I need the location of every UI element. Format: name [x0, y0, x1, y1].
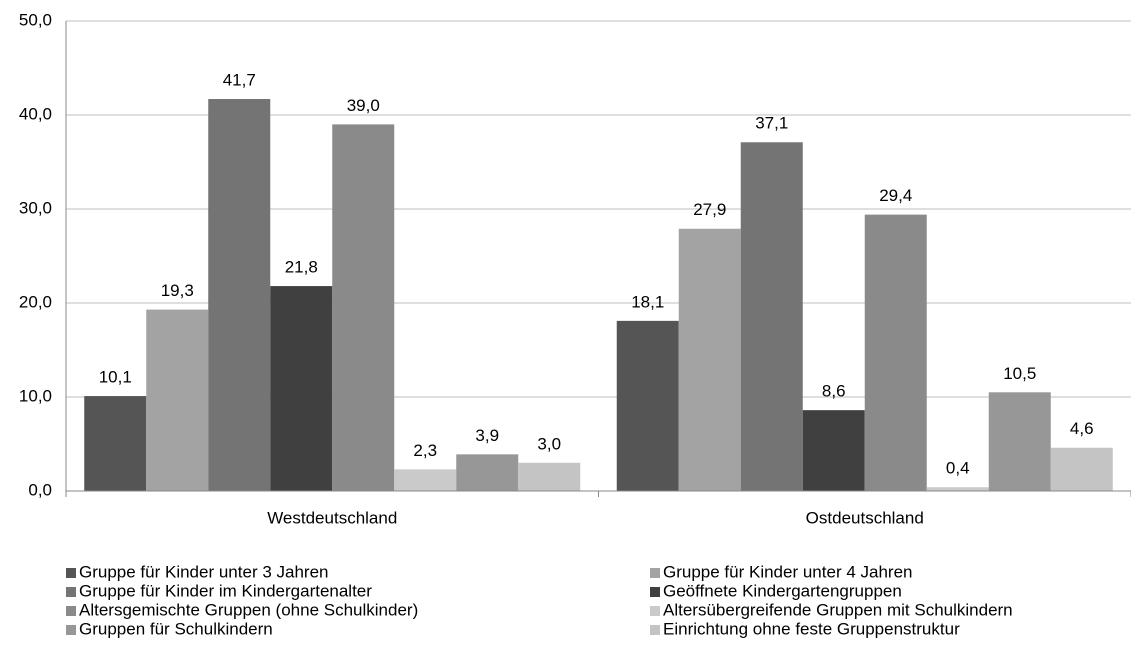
y-tick-label: 10,0 — [19, 386, 52, 405]
bar — [518, 462, 581, 491]
legend-swatch — [66, 587, 76, 597]
bar — [616, 320, 679, 491]
data-label: 18,1 — [631, 292, 664, 311]
bar — [678, 228, 741, 492]
data-label: 0,4 — [946, 459, 970, 478]
data-label: 41,7 — [223, 71, 256, 90]
y-tick-label: 50,0 — [19, 10, 52, 29]
legend-swatch — [66, 606, 76, 616]
data-label: 19,3 — [161, 281, 194, 300]
data-label: 39,0 — [347, 96, 380, 115]
legend-swatch — [66, 568, 76, 578]
y-tick-label: 0,0 — [28, 480, 52, 499]
bar — [394, 469, 457, 491]
bar — [988, 392, 1051, 491]
legend-label: Gruppe für Kinder im Kindergartenalter — [79, 581, 372, 600]
data-label: 10,1 — [99, 368, 132, 387]
bar — [864, 214, 927, 491]
data-label: 3,9 — [475, 426, 499, 445]
data-label: 2,3 — [413, 441, 437, 460]
bar — [84, 396, 147, 491]
bar — [270, 286, 333, 491]
legend-label: Gruppe für Kinder unter 3 Jahren — [79, 562, 328, 581]
legend-swatch — [650, 587, 660, 597]
bar — [332, 124, 395, 492]
bar — [802, 410, 865, 491]
legend-label: Altersübergreifende Gruppen mit Schulkin… — [663, 600, 1013, 619]
data-label: 21,8 — [285, 258, 318, 277]
data-label: 27,9 — [693, 200, 726, 219]
data-label: 3,0 — [537, 434, 561, 453]
x-tick-label: Westdeutschland — [267, 508, 397, 527]
y-tick-label: 30,0 — [19, 198, 52, 217]
data-label: 8,6 — [822, 382, 846, 401]
bar — [146, 309, 209, 491]
bar — [456, 454, 519, 491]
y-tick-label: 20,0 — [19, 292, 52, 311]
y-tick-label: 40,0 — [19, 104, 52, 123]
data-label: 29,4 — [879, 186, 912, 205]
legend-swatch — [650, 568, 660, 578]
data-label: 10,5 — [1003, 364, 1036, 383]
legend-label: Einrichtung ohne feste Gruppenstruktur — [663, 619, 960, 638]
x-tick-label: Ostdeutschland — [806, 508, 924, 527]
data-label: 37,1 — [755, 114, 788, 133]
bar — [926, 487, 989, 491]
bar — [740, 142, 803, 491]
data-label: 4,6 — [1070, 419, 1094, 438]
legend-label: Gruppen für Schulkindern — [79, 619, 273, 638]
bar — [1050, 447, 1113, 491]
legend-swatch — [650, 606, 660, 616]
legend-label: Gruppe für Kinder unter 4 Jahren — [663, 562, 912, 581]
legend-swatch — [66, 625, 76, 635]
legend-label: Altersgemischte Gruppen (ohne Schulkinde… — [79, 600, 418, 619]
legend-swatch — [650, 625, 660, 635]
legend-label: Geöffnete Kindergartengruppen — [663, 581, 902, 600]
bar — [208, 99, 271, 492]
